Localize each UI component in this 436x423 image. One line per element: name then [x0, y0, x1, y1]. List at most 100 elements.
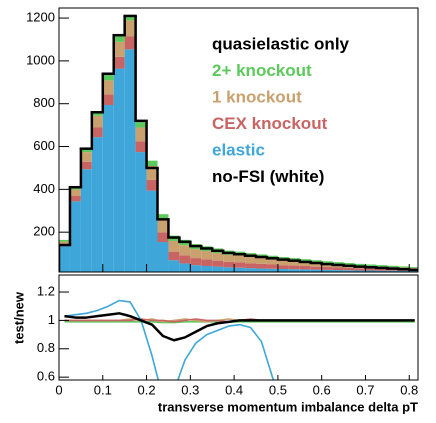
x-tick-label: 0.3 [181, 382, 199, 397]
histogram-bar [113, 56, 125, 69]
histogram-bar [124, 36, 136, 50]
histogram-bar [113, 41, 125, 57]
x-axis-title: transverse momentum imbalance delta pT [158, 399, 418, 414]
histogram-bar [157, 242, 169, 272]
histogram-bar [343, 267, 355, 271]
histogram-bar [179, 263, 191, 272]
histogram-bar [288, 269, 300, 272]
y-tick-label: 1200 [26, 10, 55, 25]
histogram-bar [212, 260, 224, 267]
histogram-bar [343, 263, 355, 265]
y-tick-label: 0.6 [37, 369, 55, 384]
histogram-bar [190, 258, 202, 266]
y-tick-label: 200 [33, 224, 55, 239]
plot-frame [58, 7, 419, 273]
plot-area [59, 14, 418, 272]
histogram-bar [321, 261, 333, 264]
histogram-bar [168, 240, 180, 252]
histogram-bar [245, 263, 257, 269]
histogram-bar [277, 269, 289, 272]
histogram-bar [212, 252, 224, 261]
legend-label: no-FSI (white) [212, 167, 324, 186]
legend-label: CEX knockout [212, 114, 328, 133]
histogram-bar [179, 255, 191, 264]
y-tick-label: 800 [33, 95, 55, 110]
histogram-bar [277, 260, 289, 266]
histogram-bar [168, 260, 180, 272]
histogram-bar [245, 268, 257, 272]
x-tick-label: 0.2 [138, 382, 156, 397]
histogram-bar [354, 268, 366, 271]
y-tick-label: 600 [33, 138, 55, 153]
histogram-bar [59, 239, 70, 242]
histogram-bar [80, 147, 92, 153]
histogram-bar [288, 260, 300, 266]
histogram-bar [365, 264, 377, 267]
histogram-bar [266, 268, 278, 272]
y-axis-title: test/new [11, 291, 26, 344]
x-tick-label: 0.1 [94, 382, 112, 397]
histogram-bar [409, 270, 418, 272]
histogram-bar [376, 270, 388, 272]
histogram-bar [310, 260, 322, 263]
histogram-bar [299, 259, 311, 262]
x-tick-label: 0.4 [225, 382, 243, 397]
histogram-bar [69, 189, 81, 196]
histogram-bar [190, 265, 202, 272]
histogram-bar [59, 241, 70, 245]
histogram-bar [223, 254, 235, 262]
legend-title: quasielastic only [212, 34, 350, 53]
histogram-bar [91, 137, 103, 272]
histogram-bar [332, 262, 344, 265]
x-tick-label: 0.5 [269, 382, 287, 397]
histogram-bar [332, 270, 344, 272]
legend-label: elastic [212, 140, 265, 159]
histogram-bar [113, 68, 125, 272]
histogram-bar [365, 270, 377, 272]
plot-frame [58, 274, 419, 381]
histogram-bar [398, 270, 410, 272]
histogram-bar [354, 270, 366, 272]
histogram-bar [310, 269, 322, 272]
histogram-bar [387, 270, 399, 272]
histogram-bar [398, 266, 410, 268]
histogram-bar [321, 267, 333, 270]
histogram-bar [157, 219, 169, 233]
histogram-bar [212, 266, 224, 272]
histogram-bar [288, 265, 300, 270]
y-tick-label: 400 [33, 181, 55, 196]
histogram-bar [387, 269, 399, 271]
histogram-bar [201, 259, 213, 267]
histogram-bar [245, 256, 257, 264]
histogram-bar [91, 111, 103, 116]
y-tick-label: 1.2 [37, 283, 55, 298]
histogram-bar [91, 127, 103, 138]
histogram-bar [256, 268, 267, 272]
histogram-bar [146, 166, 158, 180]
histogram-bar [409, 267, 418, 268]
histogram-bar [201, 251, 213, 260]
histogram-bar [102, 75, 114, 81]
histogram-bar [146, 179, 158, 191]
y-tick-label: 0.8 [37, 340, 55, 355]
histogram-bar [146, 160, 158, 167]
histogram-bar [91, 115, 103, 128]
histogram-bar [310, 262, 322, 267]
histogram-bar [157, 232, 169, 243]
histogram-bar [343, 270, 355, 272]
histogram-bar [124, 49, 136, 272]
histogram-bar [124, 20, 136, 37]
ratio-line [64, 321, 415, 324]
histogram-bar [266, 264, 278, 269]
histogram-bar [179, 245, 191, 256]
histogram-bar [321, 269, 333, 272]
histogram-bar [376, 269, 388, 271]
histogram-bar [277, 265, 289, 270]
histogram-bar [102, 80, 114, 95]
histogram-bar [266, 258, 278, 265]
histogram-bar [234, 262, 246, 268]
x-tick-label: 0 [55, 382, 62, 397]
legend-label: 2+ knockout [212, 61, 312, 80]
histogram-bar [310, 266, 322, 270]
histogram-bar [135, 127, 147, 142]
